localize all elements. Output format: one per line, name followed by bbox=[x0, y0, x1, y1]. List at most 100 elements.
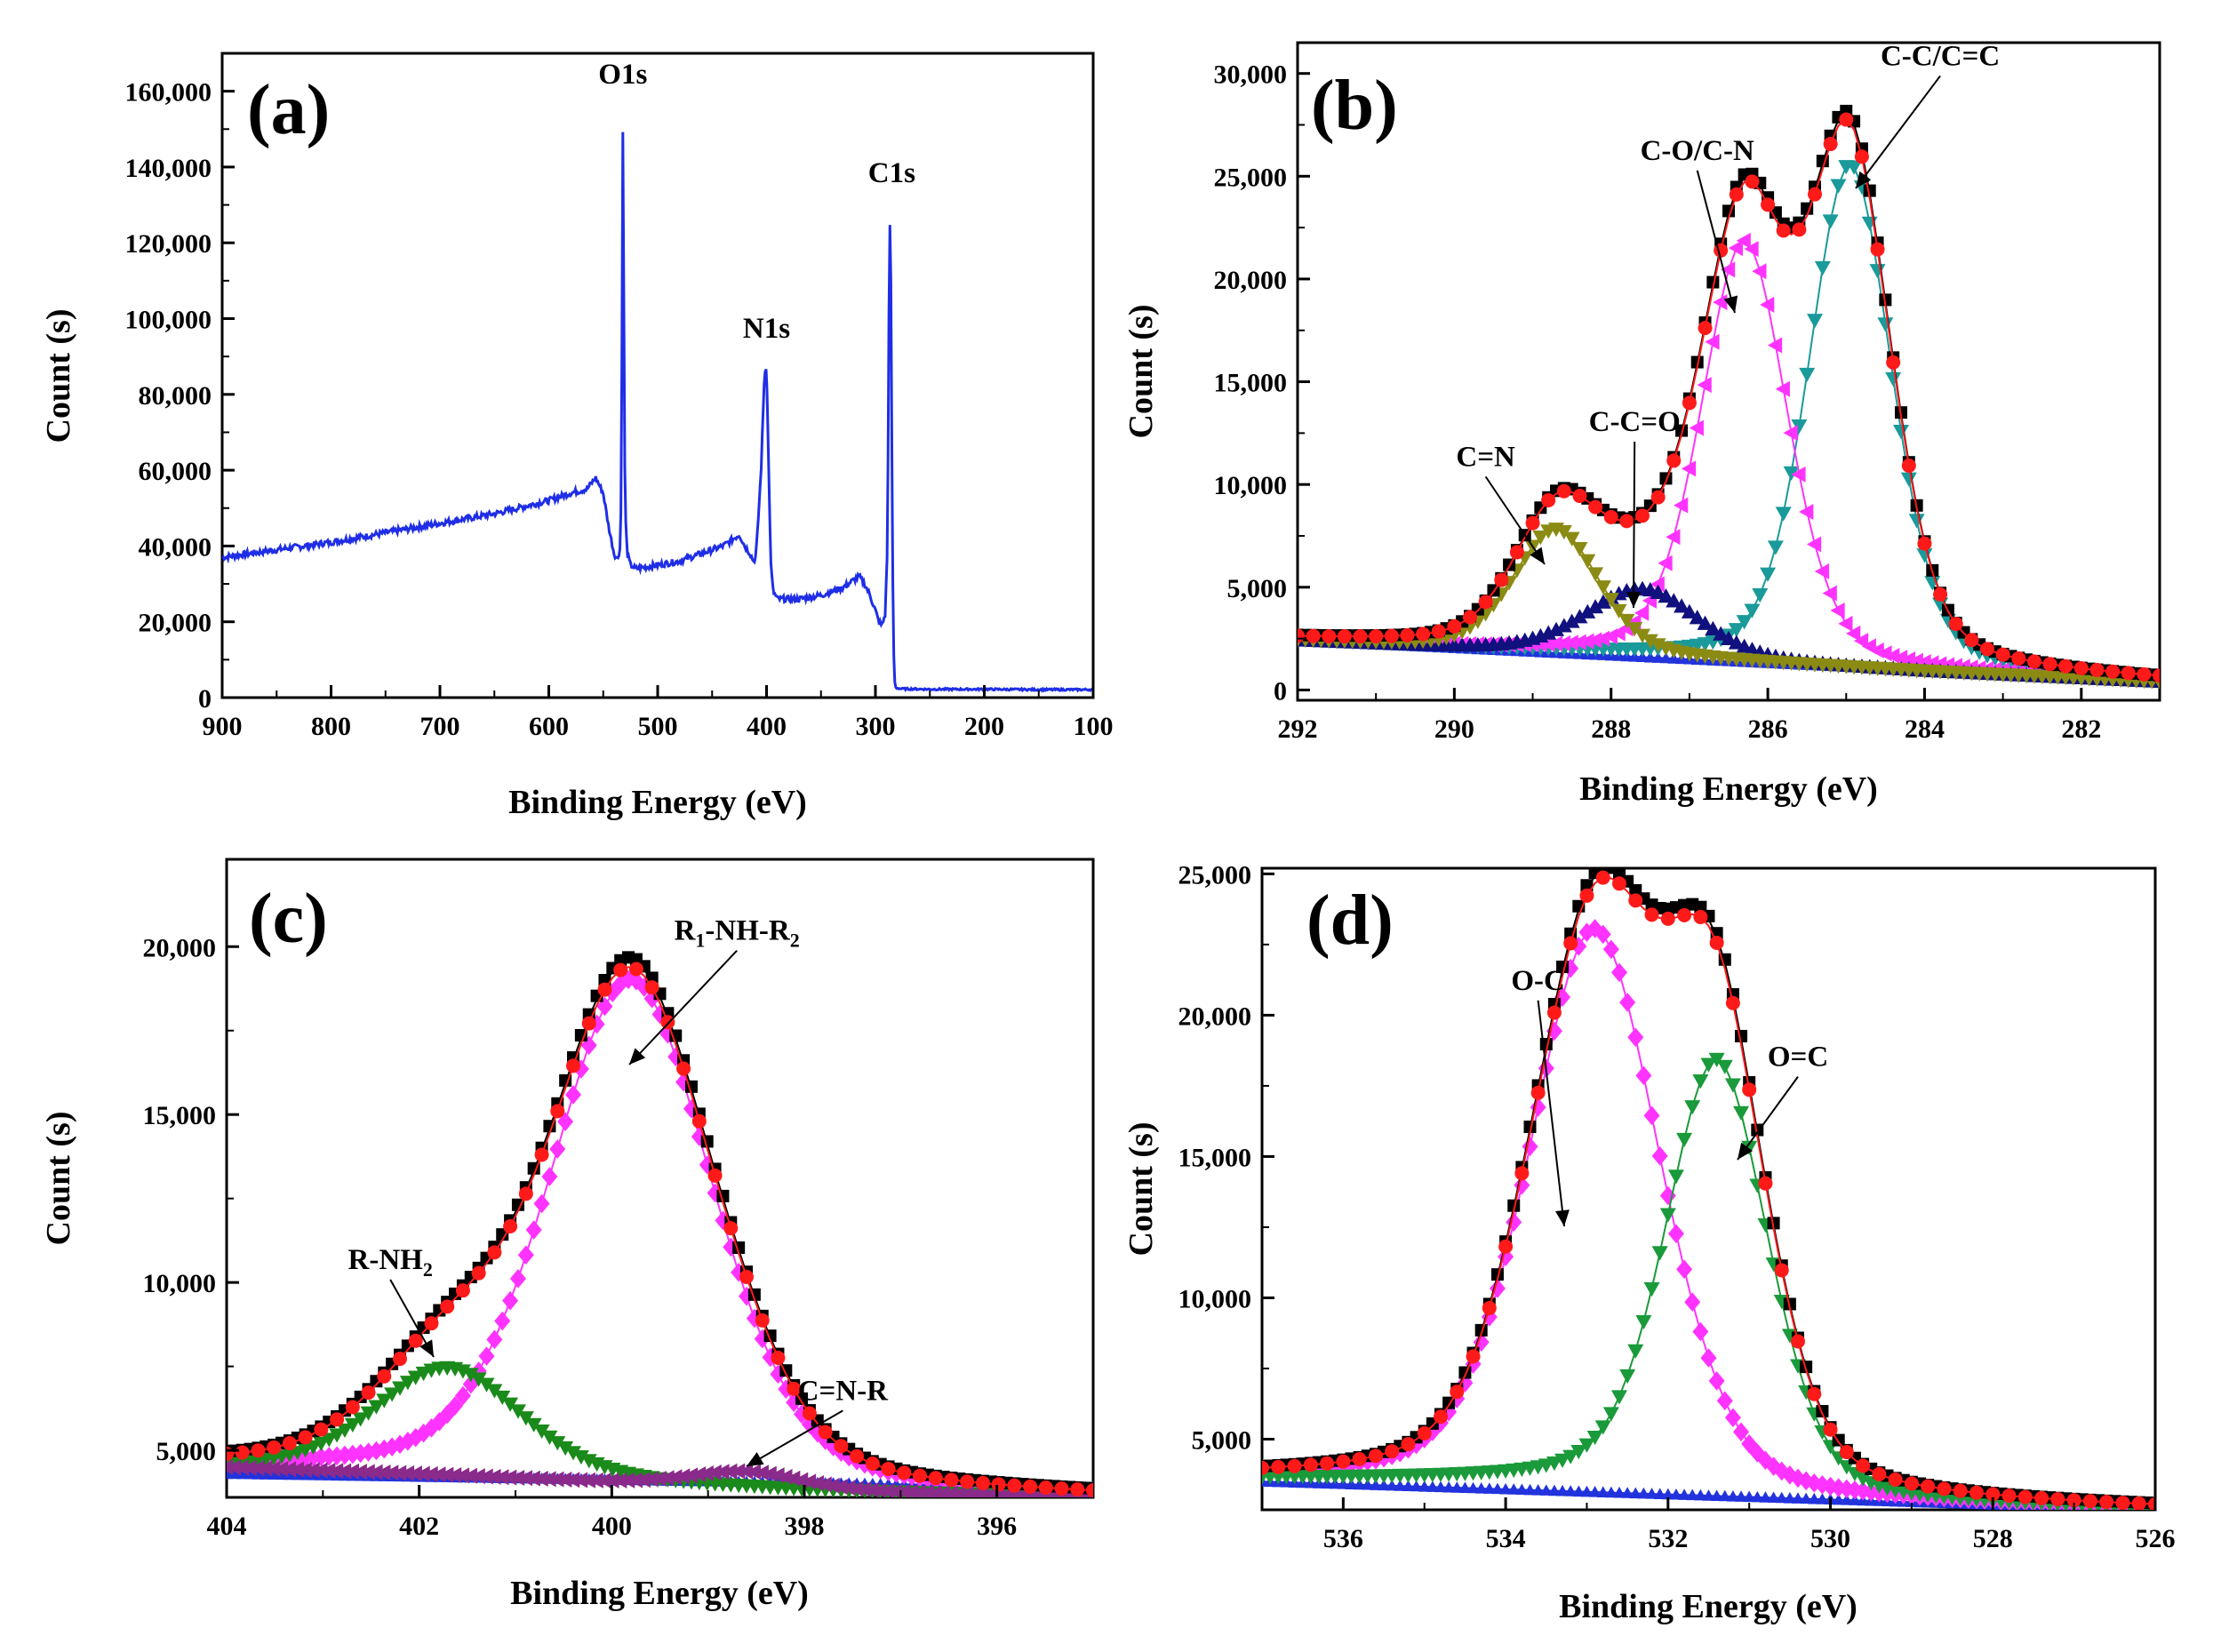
x-tick-label: 900 bbox=[203, 712, 243, 741]
x-tick-label: 700 bbox=[420, 712, 460, 741]
panel-c-frame bbox=[225, 858, 1095, 1499]
panel-a-letter: (a) bbox=[247, 71, 330, 149]
panel-b-series bbox=[1298, 104, 2160, 690]
annotation-arrowhead bbox=[1738, 1142, 1754, 1160]
panel-b: (b) 292 290 288 286 284 282 0 5,000 10,000 15,000… bbox=[1122, 40, 2161, 808]
panel-a-plot-area bbox=[222, 132, 1093, 693]
fit-envelope-line bbox=[1298, 118, 2160, 677]
y-tick-label: 20,000 bbox=[143, 933, 217, 962]
annotation-arrow bbox=[1855, 75, 1941, 189]
x-tick-label: 282 bbox=[2061, 714, 2101, 744]
peak-label: C1s bbox=[868, 157, 915, 189]
panel-b-ticks: 292 290 288 286 284 282 0 5,000 10,000 15,000 20,0… bbox=[1214, 60, 2102, 744]
x-tick-label: 396 bbox=[977, 1512, 1017, 1541]
y-tick-label: 20,000 bbox=[1214, 266, 1288, 295]
fit-envelope-markers bbox=[227, 962, 1093, 1497]
panel-b-frame bbox=[1296, 41, 2161, 702]
panel-a-series bbox=[222, 132, 1093, 693]
x-tick-label: 200 bbox=[964, 712, 1004, 741]
x-tick-label: 600 bbox=[529, 712, 569, 741]
y-tick-label: 20,000 bbox=[1178, 1002, 1252, 1031]
fit-envelope-line bbox=[227, 966, 1093, 1492]
peak-label: C-C=O bbox=[1589, 406, 1681, 438]
x-tick-label: 536 bbox=[1323, 1524, 1363, 1553]
annotation-arrowhead bbox=[1530, 547, 1545, 564]
panel-d-letter: (d) bbox=[1306, 882, 1394, 960]
panel-d-annotations: O-C O=C bbox=[1511, 965, 1828, 1227]
x-tick-label: 398 bbox=[785, 1512, 825, 1541]
y-tick-label: 5,000 bbox=[156, 1437, 217, 1466]
peak-label: O1s bbox=[598, 59, 647, 91]
fit-envelope-markers bbox=[1298, 112, 2160, 683]
y-tick-label: 40,000 bbox=[139, 532, 212, 562]
y-tick-label: 10,000 bbox=[143, 1269, 217, 1298]
panel-d: (d) 536 534 532 530 528 526 5,000 10,000 15,000 2… bbox=[1122, 860, 2176, 1625]
annotation-arrowhead bbox=[747, 1452, 764, 1466]
peak-label: C=N-R bbox=[798, 1375, 889, 1407]
panel-a: (a) 900 800 700 600 500 400 300 200 100 0 20,000 40… bbox=[40, 52, 1114, 821]
y-tick-label: 100,000 bbox=[125, 306, 212, 335]
panel-d-xlabel: Binding Energy (eV) bbox=[1559, 1588, 1857, 1625]
panel-a-annotations: O1s N1s C1s bbox=[598, 59, 915, 345]
annotation-arrowhead bbox=[1856, 171, 1872, 188]
panel-d-frame bbox=[1260, 866, 2157, 1512]
component-c-c-c-c bbox=[1298, 160, 2160, 687]
x-tick-label: 400 bbox=[747, 712, 787, 741]
panel-b-xlabel: Binding Energy (eV) bbox=[1579, 770, 1878, 808]
component-o-c bbox=[1262, 919, 2155, 1510]
peak-label: R-NH2 bbox=[348, 1244, 433, 1281]
y-tick-label: 30,000 bbox=[1214, 60, 1288, 90]
x-tick-label: 402 bbox=[399, 1512, 439, 1541]
peak-label: C-O/C-N bbox=[1641, 135, 1754, 167]
measured-markers bbox=[1298, 104, 2160, 682]
annotation-arrow bbox=[1537, 1000, 1565, 1227]
panel-a-ticks: 900 800 700 600 500 400 300 200 100 0 20,000 40,000… bbox=[125, 78, 1114, 741]
peak-label: R1-NH-R2 bbox=[675, 915, 800, 952]
annotation-arrowhead bbox=[629, 1048, 646, 1065]
peak-label: N1s bbox=[743, 313, 790, 345]
x-tick-label: 286 bbox=[1748, 714, 1788, 744]
panel-c-ticks: 404 402 400 398 396 5,000 10,000 15,000 20,000 bbox=[143, 933, 1018, 1541]
y-tick-label: 15,000 bbox=[1178, 1143, 1252, 1172]
y-tick-label: 5,000 bbox=[1192, 1425, 1252, 1455]
panel-a-ylabel: Count (s) bbox=[40, 309, 77, 443]
x-tick-label: 800 bbox=[311, 712, 351, 741]
survey-spectrum-line bbox=[222, 132, 1093, 693]
annotation-arrowhead bbox=[1723, 295, 1738, 313]
measured-line bbox=[1298, 112, 2160, 677]
peak-label: C-C/C=C bbox=[1881, 40, 2000, 72]
y-tick-label: 10,000 bbox=[1214, 471, 1288, 500]
component-c-n-r bbox=[227, 1458, 1093, 1497]
y-tick-label: 120,000 bbox=[125, 229, 212, 259]
x-tick-label: 288 bbox=[1591, 714, 1631, 744]
y-tick-label: 25,000 bbox=[1178, 860, 1252, 890]
fit-envelope-line bbox=[1262, 876, 2155, 1505]
x-tick-label: 292 bbox=[1278, 714, 1318, 744]
x-tick-label: 528 bbox=[1973, 1524, 2013, 1553]
x-tick-label: 284 bbox=[1905, 714, 1945, 744]
fit-envelope-markers bbox=[1262, 870, 2155, 1510]
x-tick-label: 290 bbox=[1434, 714, 1474, 744]
x-tick-label: 500 bbox=[638, 712, 678, 741]
y-tick-label: 140,000 bbox=[125, 154, 212, 183]
panel-c-series bbox=[227, 951, 1093, 1497]
annotation-arrowhead bbox=[419, 1339, 434, 1357]
panel-d-ylabel: Count (s) bbox=[1122, 1122, 1160, 1257]
annotation-arrow bbox=[1696, 170, 1736, 314]
y-tick-label: 15,000 bbox=[1214, 369, 1288, 398]
panel-c-plot-area bbox=[227, 951, 1093, 1497]
panel-c-letter: (c) bbox=[249, 880, 328, 958]
x-tick-label: 532 bbox=[1648, 1524, 1688, 1553]
x-tick-label: 404 bbox=[207, 1512, 247, 1541]
peak-label: O=C bbox=[1768, 1041, 1828, 1073]
panel-d-plot-area bbox=[1262, 868, 2155, 1510]
y-tick-label: 20,000 bbox=[139, 609, 212, 638]
annotation-arrow bbox=[1484, 475, 1546, 565]
y-tick-label: 0 bbox=[1274, 676, 1287, 706]
panel-b-annotations: C-C/C=C C-O/C-N C-C=O C=N bbox=[1456, 40, 2000, 609]
y-tick-label: 5,000 bbox=[1227, 574, 1288, 603]
x-tick-label: 400 bbox=[592, 1512, 632, 1541]
y-tick-label: 80,000 bbox=[139, 381, 212, 411]
panel-a-xlabel: Binding Energy (eV) bbox=[508, 784, 807, 821]
